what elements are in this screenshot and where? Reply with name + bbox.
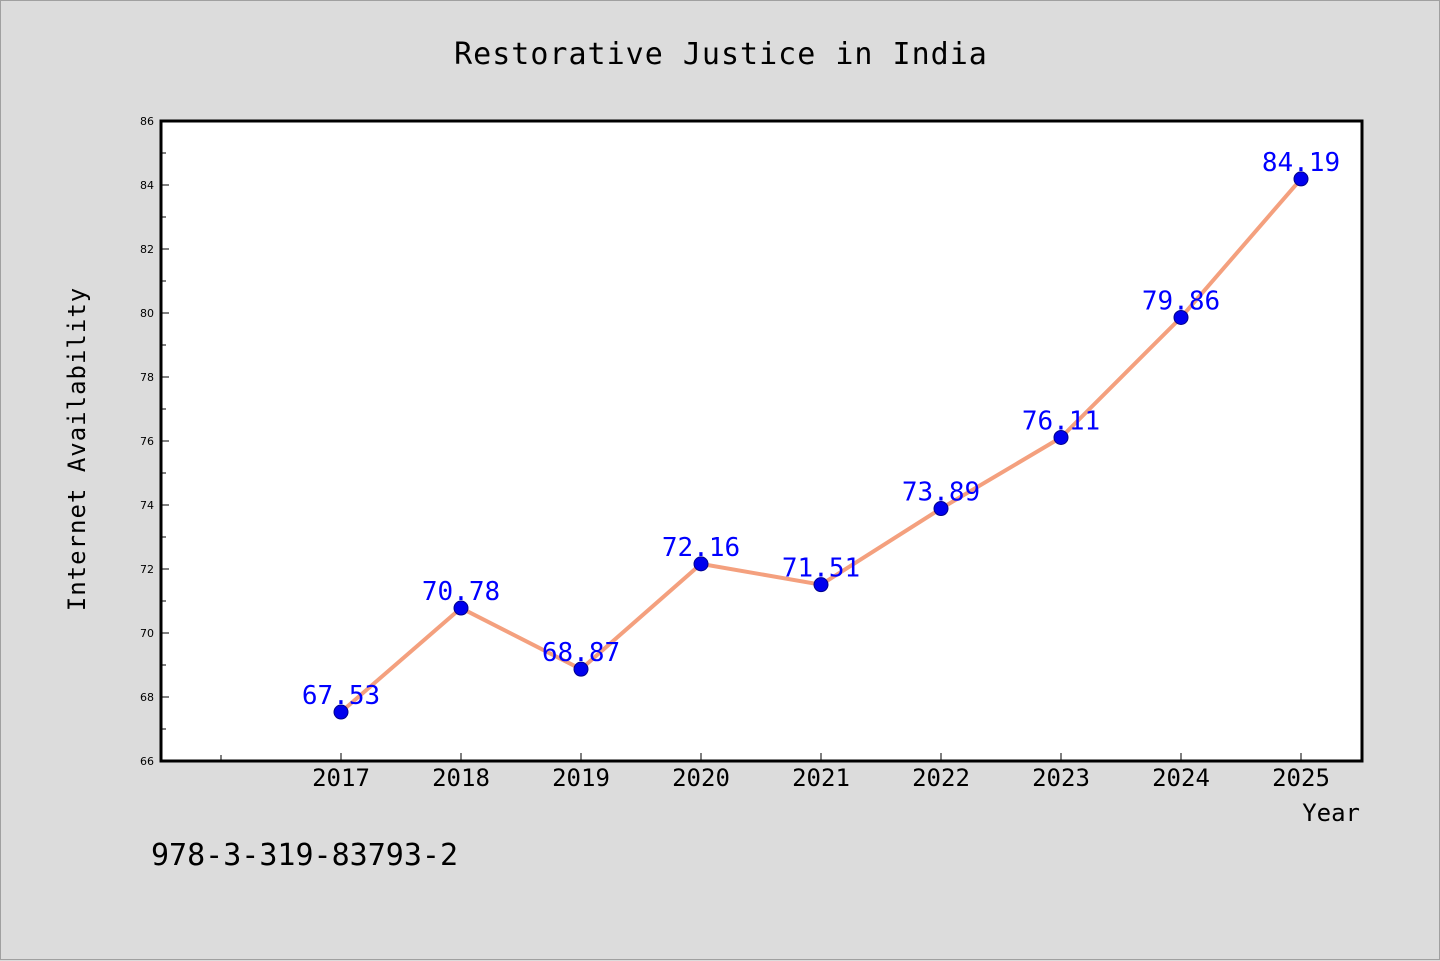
data-label: 76.11 <box>1022 406 1100 436</box>
y-tick-label: 68 <box>140 691 154 704</box>
data-point <box>813 577 829 593</box>
x-tick-label: 2021 <box>792 764 850 792</box>
data-point <box>1053 429 1069 445</box>
data-markers <box>333 171 1309 720</box>
data-label: 79.86 <box>1142 286 1220 316</box>
y-tick-label: 66 <box>140 755 154 768</box>
chart-title: Restorative Justice in India <box>454 37 988 72</box>
y-tick-label: 82 <box>140 243 154 256</box>
data-point <box>453 600 469 616</box>
x-axis-label: Year <box>1302 799 1360 827</box>
x-tick-label: 2024 <box>1152 764 1210 792</box>
y-tick-label: 86 <box>140 115 154 128</box>
x-tick-label: 2020 <box>672 764 730 792</box>
x-axis-ticks: 2017 2018 2019 2020 2021 2022 2023 2024 2025 <box>220 753 1330 792</box>
x-tick-label: 2019 <box>552 764 610 792</box>
data-point <box>1173 309 1189 325</box>
data-point <box>1293 171 1309 187</box>
y-tick-label: 78 <box>140 371 154 384</box>
data-label: 72.16 <box>662 533 740 563</box>
data-labels: 67.53 70.78 68.87 72.16 71.51 73.89 76.11 79.86… <box>302 148 1340 711</box>
data-label: 71.51 <box>782 554 860 584</box>
x-tick-label: 2023 <box>1032 764 1090 792</box>
y-tick-label: 74 <box>140 499 154 512</box>
x-tick-label: 2018 <box>432 764 490 792</box>
y-axis-label: Internet Availability <box>63 287 91 611</box>
y-tick-label: 72 <box>140 563 154 576</box>
x-tick-label: 2017 <box>312 764 370 792</box>
plot-area <box>159 119 1364 763</box>
y-axis-ticks: 66 68 70 72 74 76 78 80 82 84 86 <box>140 115 169 768</box>
y-tick-label: 76 <box>140 435 154 448</box>
footer-code: 978-3-319-83793-2 <box>151 838 458 873</box>
data-label: 73.89 <box>902 478 980 508</box>
y-tick-label: 84 <box>140 179 154 192</box>
x-tick-label: 2025 <box>1272 764 1330 792</box>
data-point <box>333 704 349 720</box>
data-point <box>933 501 949 517</box>
data-point <box>693 556 709 572</box>
y-tick-label: 80 <box>140 307 154 320</box>
x-tick-label: 2022 <box>912 764 970 792</box>
data-point <box>573 661 589 677</box>
data-label: 70.78 <box>422 577 500 607</box>
data-label: 67.53 <box>302 681 380 711</box>
data-label: 68.87 <box>542 638 620 668</box>
data-label: 84.19 <box>1262 148 1340 178</box>
y-tick-label: 70 <box>140 627 154 640</box>
